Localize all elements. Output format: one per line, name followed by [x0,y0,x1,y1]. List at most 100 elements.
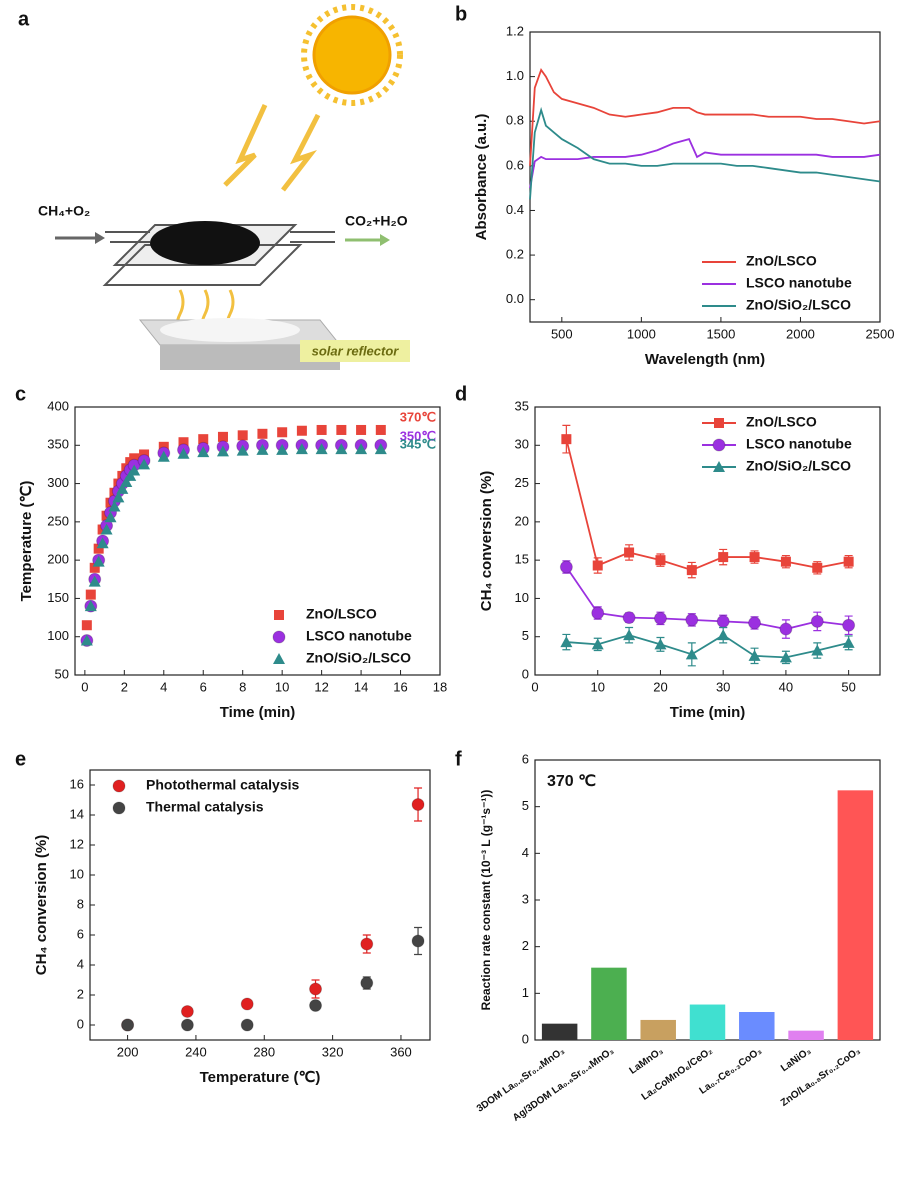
x-tick-label: LaMnO₃ [628,1045,666,1076]
legend-label: ZnO/LSCO [746,253,817,269]
legend-label: ZnO/SiO₂/LSCO [746,297,851,313]
data-point [375,424,386,435]
data-point [718,552,729,563]
series-line [566,634,849,659]
x-axis-title: Wavelength (nm) [645,351,765,368]
data-point [374,443,387,455]
data-point [780,556,791,567]
x-tick-label: 12 [314,679,328,694]
data-point [96,537,109,549]
x-tick-label: ZnO/La₀.₈Sr₀.₂CoO₃ [779,1045,863,1108]
data-point [121,1018,135,1032]
data-point [842,636,855,648]
x-tick-label: 360 [390,1044,412,1059]
data-point [748,649,761,661]
y-tick-label: 3 [522,891,529,906]
y-tick-label: 20 [515,513,529,528]
catalyst [150,221,260,265]
x-tick-label: 500 [551,326,573,341]
legend-label: Photothermal catalysis [146,777,299,793]
legend-marker [712,438,726,452]
y-tick-label: 0.6 [506,157,524,172]
y-tick-label: 10 [515,590,529,605]
y-tick-label: 14 [70,806,84,821]
data-point [100,523,113,535]
data-point [336,424,347,435]
data-point [276,443,289,455]
legend-label: ZnO/SiO₂/LSCO [306,650,411,666]
data-point [779,651,792,663]
plot-frame [534,759,881,1041]
data-point [356,424,367,435]
data-point [93,543,104,554]
series-line [565,566,849,630]
y-tick-label: 1 [522,985,529,1000]
y-tick-label: 50 [55,666,69,681]
y-tick-label: 5 [522,628,529,643]
data-point [653,611,667,625]
annotation: 370 ℃ [547,773,596,790]
y-tick-label: 250 [47,513,69,528]
data-point [138,458,151,470]
data-point [360,937,374,951]
y-tick-label: 2 [77,986,84,1001]
legend-label: Thermal catalysis [146,799,264,815]
x-tick-label: 200 [117,1044,139,1059]
legend-label: ZnO/LSCO [746,414,817,430]
x-tick-label: 18 [433,679,447,694]
legend-marker [273,653,285,664]
legend-label: ZnO/SiO₂/LSCO [746,458,851,474]
data-point [316,424,327,435]
y-tick-label: 4 [522,845,529,860]
data-point [240,1018,254,1032]
bar [541,1023,578,1040]
y-tick-label: 4 [77,956,84,971]
y-tick-label: 0.4 [506,202,524,217]
x-tick-label: 320 [322,1044,344,1059]
bar [788,1030,824,1040]
data-point [197,446,210,458]
data-point [80,634,93,646]
y-tick-label: 16 [70,776,84,791]
data-point [655,555,666,566]
y-axis-title: Temperature (℃) [18,481,35,602]
data-point [139,449,150,460]
y-tick-label: 0 [522,1031,529,1046]
data-point [591,638,604,650]
reflector-tag [300,340,410,362]
data-point [685,648,698,660]
data-point [217,431,228,442]
y-tick-label: 200 [47,552,69,567]
y-tick-label: 300 [47,475,69,490]
y-tick-label: 0 [522,666,529,681]
series-line [565,438,849,572]
legend-marker [112,801,126,815]
data-point [236,444,249,456]
x-tick-label: LaNiO₃ [779,1045,814,1074]
x-tick-label: 40 [779,679,793,694]
data-point [654,638,667,650]
x-tick-label: 1500 [706,326,735,341]
data-point [92,555,105,567]
y-tick-label: 12 [70,836,84,851]
y-tick-label: 0.8 [506,113,524,128]
y-tick-label: 100 [47,628,69,643]
x-tick-label: 10 [590,679,604,694]
bar [591,967,627,1040]
data-point [686,565,697,576]
legend-marker [714,418,724,428]
data-point [779,622,793,636]
light-ray [223,103,268,187]
y-axis-title: CH₄ conversion (%) [478,471,495,612]
legend-label: LSCO nanotube [306,628,412,644]
panel-a-diagram: a CH₄+O₂ CO₂+H₂O solar reflector [18,4,410,370]
data-point [309,999,323,1012]
data-point [335,443,348,455]
data-point [309,982,323,996]
y-tick-label: 15 [515,552,529,567]
bar [739,1012,775,1040]
y-tick-label: 150 [47,590,69,605]
y-tick-label: 350 [47,437,69,452]
data-point [112,491,125,503]
